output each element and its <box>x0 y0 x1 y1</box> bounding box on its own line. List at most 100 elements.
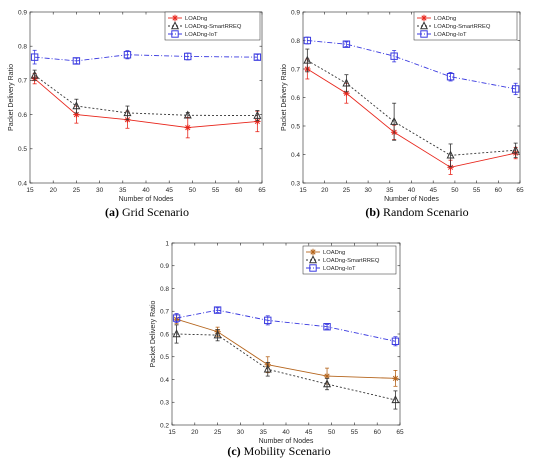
series-loadng-smartrreq <box>303 48 520 168</box>
plot-area <box>29 11 263 184</box>
y-axis-label: Packet Delivery Ratio <box>8 64 15 131</box>
chart-grid-scenario: 15 20 25 30 35 40 45 50 55 60 65 0.4 0.5 0.6 0.7 0.8 0.9… <box>8 9 266 203</box>
x-tick-label: 65 <box>258 187 266 194</box>
y-tick-label: 0.8 <box>160 286 169 293</box>
data-point <box>303 36 312 45</box>
data-point <box>184 52 192 61</box>
y-tick-label: 0.2 <box>160 422 169 429</box>
y-tick-label: 0.4 <box>291 152 300 159</box>
x-tick-label: 35 <box>119 187 127 194</box>
y-tick-label: 0.9 <box>291 9 300 16</box>
data-point <box>446 150 455 159</box>
x-tick-label: 55 <box>351 429 359 436</box>
y-tick-label: 0.8 <box>18 44 27 51</box>
x-tick-label: 40 <box>142 187 150 194</box>
caption-random-scenario: (b) Random Scenario <box>365 205 468 219</box>
x-tick-label: 30 <box>96 187 104 194</box>
data-point <box>253 110 262 119</box>
data-point <box>446 72 455 81</box>
data-point <box>323 379 332 388</box>
legend: LOADng LOADng-SmartRREQ LOADng-IoT <box>302 245 397 275</box>
x-tick-label: 55 <box>473 187 481 194</box>
legend: LOADng LOADng-SmartRREQ LOADng-IoT <box>164 11 261 41</box>
legend-marker-stroke <box>310 249 316 255</box>
legend-marker <box>309 248 317 256</box>
x-tick-label: 50 <box>189 187 197 194</box>
legend-box <box>413 11 518 41</box>
legend-marker-stroke <box>421 15 427 21</box>
data-point <box>172 314 181 322</box>
y-tick-label: 0.4 <box>18 180 27 187</box>
data-point <box>303 55 312 64</box>
caption-grid-scenario: (a) Grid Scenario <box>105 205 189 219</box>
data-point <box>392 375 399 382</box>
legend-label: LOADng-IoT <box>185 32 218 38</box>
data-point-stroke <box>392 375 399 381</box>
y-tick-label: 0.8 <box>291 38 300 45</box>
legend-marker <box>171 14 179 22</box>
x-tick-label: 50 <box>328 429 336 436</box>
x-tick-label: 45 <box>430 187 438 194</box>
y-tick-label: 0.6 <box>18 112 27 119</box>
x-axis-label: Number of Nodes <box>259 438 314 445</box>
legend-marker <box>171 30 179 38</box>
data-point-stroke <box>447 164 454 170</box>
x-tick-label: 20 <box>321 187 329 194</box>
data-point-stroke <box>254 118 260 125</box>
legend-marker <box>419 21 429 30</box>
x-tick-label: 25 <box>214 429 222 436</box>
x-tick-label: 20 <box>191 429 199 436</box>
data-point-stroke <box>185 125 191 131</box>
legend-marker-stroke <box>172 15 178 21</box>
legend-marker <box>420 14 428 22</box>
x-axis-label: Number of Nodes <box>119 196 174 203</box>
x-tick-label: 15 <box>168 429 176 436</box>
data-point <box>323 372 331 380</box>
y-tick-label: 0.5 <box>291 123 300 130</box>
x-tick-label: 60 <box>374 429 382 436</box>
legend-label: LOADng-SmartRREQ <box>185 24 242 30</box>
data-point <box>263 364 272 373</box>
data-point <box>511 85 520 93</box>
x-tick-label: 30 <box>364 187 372 194</box>
x-tick-label: 40 <box>282 429 290 436</box>
data-point <box>391 337 400 345</box>
x-tick-label: 40 <box>408 187 416 194</box>
legend-marker <box>420 30 428 38</box>
series-loadng-iot <box>303 36 520 96</box>
x-tick-label: 60 <box>495 187 503 194</box>
data-point <box>30 53 39 61</box>
y-tick-label: 0.6 <box>160 331 169 338</box>
x-tick-label: 65 <box>516 187 524 194</box>
series-loadng-iot <box>30 49 262 65</box>
y-tick-label: 0.7 <box>291 66 300 73</box>
legend-label: LOADng <box>323 250 345 256</box>
y-tick-label: 0.4 <box>160 377 169 384</box>
legend-label: LOADng-SmartRREQ <box>434 24 491 30</box>
data-point-stroke <box>324 373 330 379</box>
y-tick-label: 0.7 <box>160 309 169 316</box>
y-tick-label: 0.5 <box>160 354 169 361</box>
series-loadng-iot <box>172 306 400 347</box>
series-line <box>307 40 516 90</box>
legend-label: LOADng <box>185 16 207 22</box>
data-point <box>123 51 132 59</box>
y-tick-label: 0.3 <box>291 180 300 187</box>
y-tick-label: 0.7 <box>18 78 27 85</box>
x-tick-label: 50 <box>451 187 459 194</box>
legend-marker <box>308 255 318 264</box>
data-point <box>184 124 191 131</box>
series-line <box>307 60 516 156</box>
x-tick-label: 20 <box>50 187 58 194</box>
y-tick-label: 0.3 <box>160 400 169 407</box>
data-point <box>342 78 351 87</box>
chart-random-scenario: 15 20 25 30 35 40 45 50 55 60 65 0.3 0.4 0.5 0.6 0.7 0.8… <box>281 9 524 203</box>
data-point <box>213 330 222 339</box>
x-tick-label: 35 <box>386 187 394 194</box>
series-loadng-smartrreq <box>172 324 400 410</box>
series-loadng-smartrreq <box>30 69 262 122</box>
legend-label: LOADng <box>434 16 456 22</box>
legend-label: LOADng-IoT <box>434 32 467 38</box>
x-tick-label: 25 <box>73 187 81 194</box>
data-point <box>253 53 262 61</box>
